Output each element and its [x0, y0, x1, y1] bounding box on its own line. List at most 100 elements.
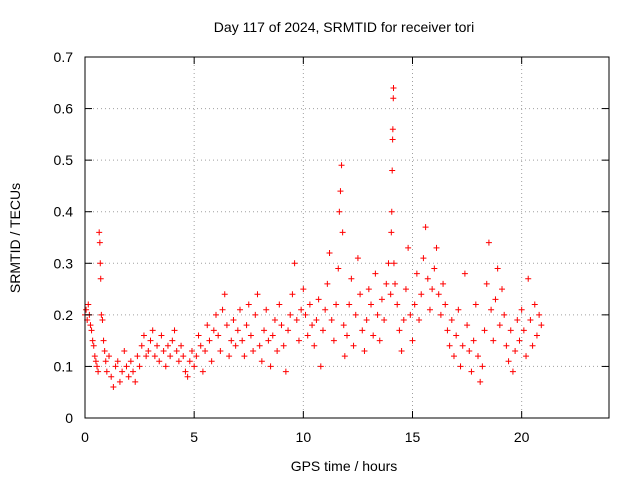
data-point — [485, 239, 492, 246]
data-point — [324, 280, 331, 287]
data-point — [145, 347, 152, 354]
data-point — [494, 265, 501, 272]
data-point — [330, 337, 337, 344]
data-point — [437, 311, 444, 318]
data-point — [370, 332, 377, 339]
data-point — [416, 317, 423, 324]
data-point — [444, 327, 451, 334]
data-point — [344, 332, 350, 339]
data-point — [338, 162, 345, 169]
data-point — [110, 384, 117, 391]
data-point — [134, 353, 141, 360]
data-point — [132, 378, 139, 385]
data-point — [160, 347, 167, 354]
data-point — [376, 337, 383, 344]
data-point — [223, 322, 230, 329]
data-point — [322, 306, 329, 313]
y-tick-label: 0.1 — [54, 358, 74, 374]
data-point — [204, 322, 211, 329]
data-point — [97, 260, 104, 267]
data-point — [274, 347, 281, 354]
data-point — [409, 337, 416, 344]
data-point — [525, 275, 532, 282]
data-point — [85, 301, 92, 308]
data-point — [182, 368, 189, 375]
data-point — [470, 337, 477, 344]
data-point — [523, 353, 530, 360]
data-point — [374, 311, 381, 318]
data-point — [206, 337, 213, 344]
data-point — [167, 353, 174, 360]
data-point — [230, 317, 237, 324]
x-tick-label: 5 — [190, 429, 198, 445]
data-point — [361, 347, 368, 354]
data-point — [180, 353, 187, 360]
data-point — [448, 317, 455, 324]
data-point — [499, 286, 506, 293]
data-point — [392, 280, 399, 287]
data-point — [481, 327, 488, 334]
data-point — [127, 358, 134, 365]
data-point — [420, 255, 427, 262]
data-point — [94, 363, 101, 370]
data-point — [175, 358, 182, 365]
y-tick-label: 0.4 — [54, 204, 74, 220]
data-point — [99, 317, 106, 324]
data-point — [518, 306, 525, 313]
data-point — [492, 296, 499, 303]
data-point — [226, 353, 233, 360]
data-point — [527, 317, 534, 324]
data-point — [390, 95, 397, 102]
data-point — [538, 322, 545, 329]
gridlines — [85, 57, 609, 418]
data-point — [450, 353, 457, 360]
data-point — [92, 358, 99, 365]
data-point — [96, 229, 103, 236]
data-point — [461, 270, 468, 277]
data-point — [475, 353, 481, 360]
data-point — [87, 322, 94, 329]
data-point — [245, 301, 252, 308]
data-point — [429, 286, 436, 293]
data-point — [472, 301, 479, 308]
data-point — [337, 188, 344, 195]
data-point — [446, 342, 453, 349]
data-point — [383, 280, 390, 287]
data-point — [422, 224, 429, 231]
y-axis-label: SRMTID / TECUs — [7, 183, 23, 293]
data-point — [536, 311, 543, 318]
data-point — [97, 275, 104, 282]
data-point — [319, 327, 326, 334]
data-point — [138, 342, 145, 349]
data-point — [151, 353, 158, 360]
data-point — [89, 337, 96, 344]
data-point — [215, 332, 222, 339]
data-point — [418, 291, 425, 298]
data-point — [440, 280, 447, 287]
data-point — [396, 327, 403, 334]
data-point — [354, 255, 361, 262]
data-point — [276, 301, 283, 308]
data-point — [333, 301, 340, 308]
data-point — [363, 317, 370, 324]
data-point — [398, 347, 405, 354]
data-point — [394, 301, 401, 308]
data-point — [202, 347, 209, 354]
data-point — [457, 363, 464, 370]
data-point — [390, 260, 397, 267]
data-point — [130, 368, 137, 375]
data-point — [407, 311, 414, 318]
data-point — [241, 353, 248, 360]
data-point — [247, 332, 254, 339]
data-point — [293, 317, 300, 324]
data-points — [82, 84, 545, 391]
data-point — [389, 136, 396, 143]
data-point — [234, 327, 241, 334]
data-point — [221, 291, 228, 298]
data-point — [514, 317, 521, 324]
data-point — [378, 296, 385, 303]
data-point — [123, 363, 130, 370]
data-point — [340, 322, 347, 329]
data-point — [357, 291, 364, 298]
